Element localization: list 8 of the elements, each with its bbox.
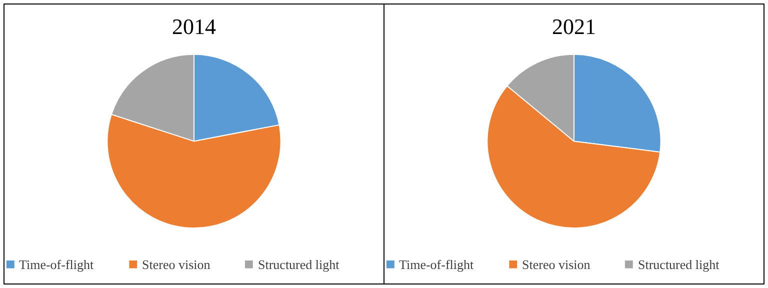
legend-label: Time-of-flight xyxy=(19,257,94,272)
legend-label: Stereo vision xyxy=(142,257,211,272)
chart-title: 2014 xyxy=(172,14,216,39)
legend-label: Time-of-flight xyxy=(399,257,474,272)
legend-label: Structured light xyxy=(638,257,720,272)
legend-label: Stereo vision xyxy=(522,257,591,272)
legend-label: Structured light xyxy=(258,257,340,272)
chart-title: 2021 xyxy=(552,14,596,39)
